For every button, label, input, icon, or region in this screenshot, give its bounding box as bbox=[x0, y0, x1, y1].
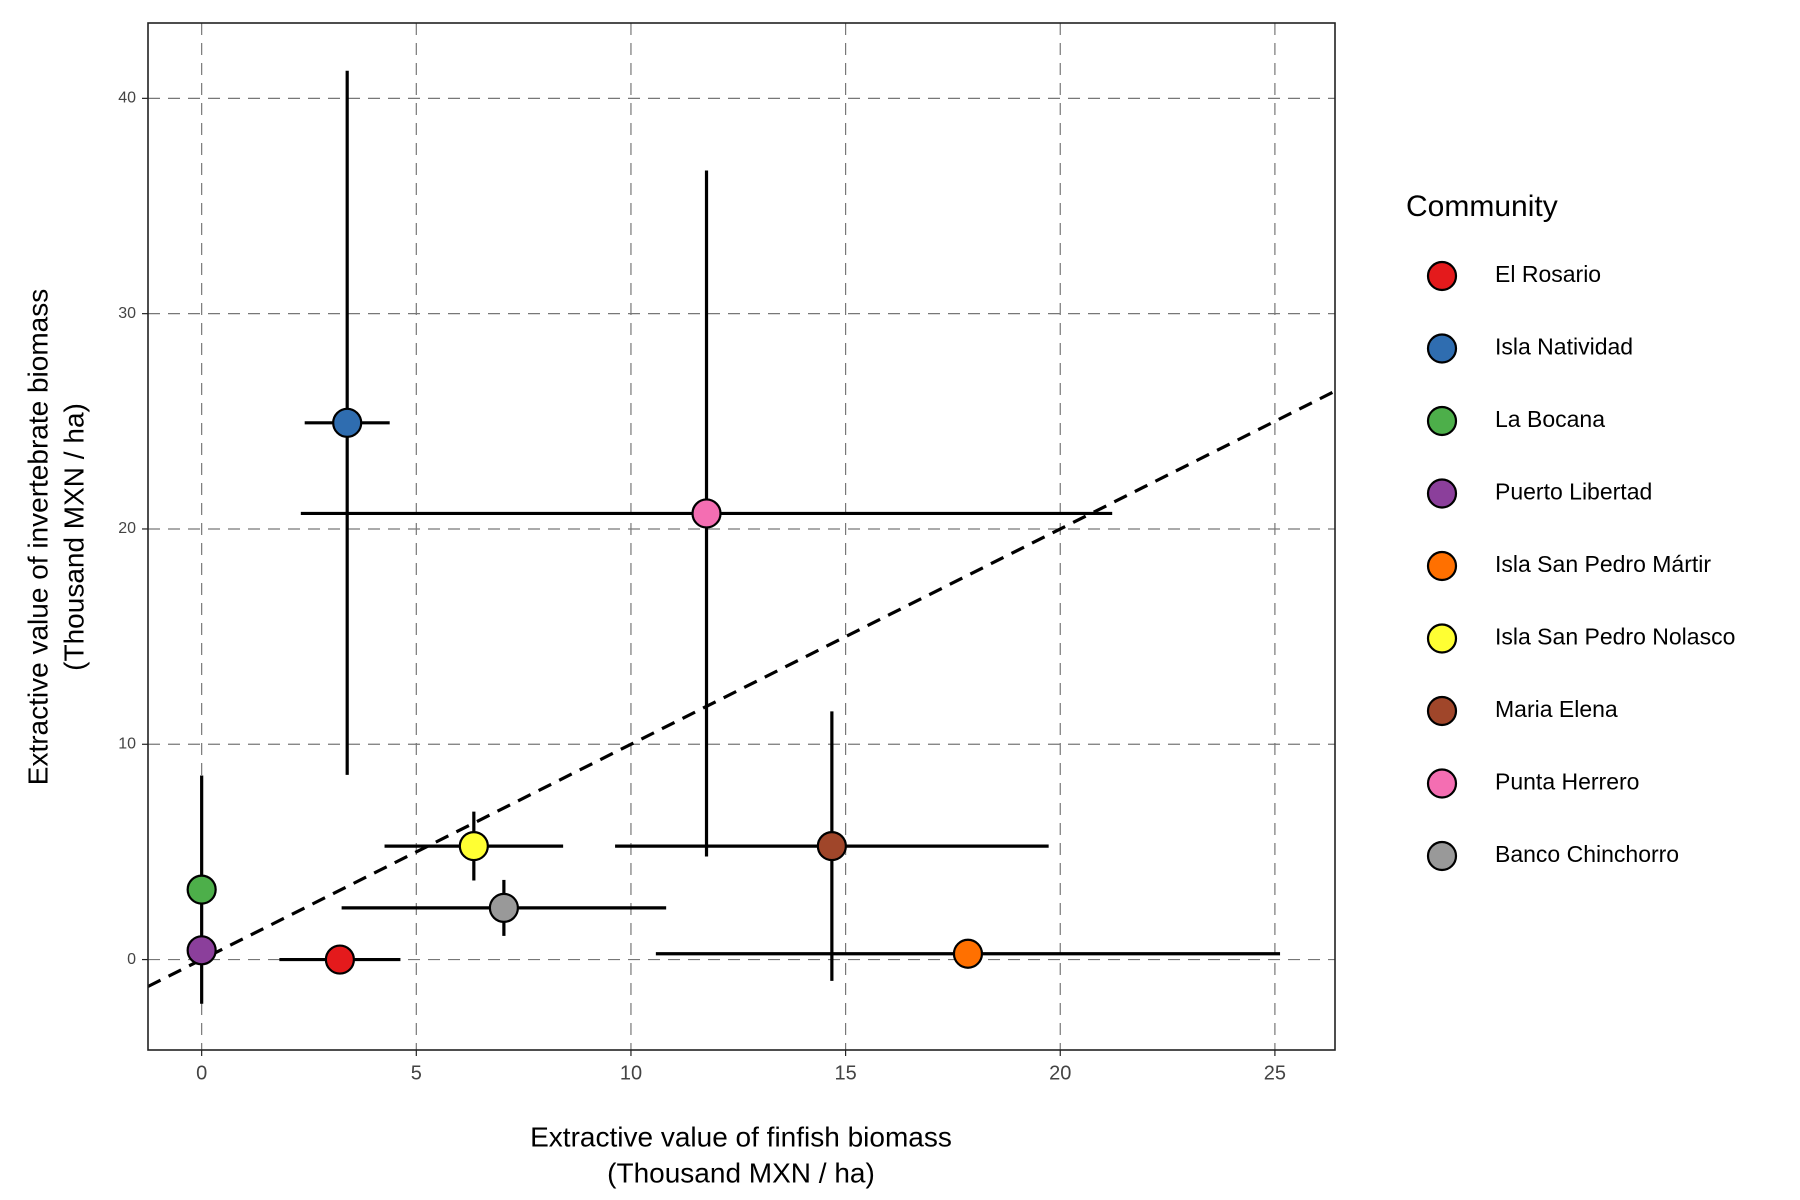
point bbox=[691, 498, 722, 529]
x-tick-label: 20 bbox=[1049, 1062, 1071, 1084]
point bbox=[324, 944, 355, 975]
point bbox=[332, 407, 363, 438]
legend-swatch bbox=[1426, 405, 1458, 437]
legend-label: Isla San Pedro Mártir bbox=[1495, 551, 1711, 577]
point bbox=[816, 831, 847, 862]
point bbox=[952, 938, 984, 969]
y-tick-label: 30 bbox=[118, 305, 136, 322]
y-tick-label: 40 bbox=[118, 90, 136, 107]
legend-swatch bbox=[1426, 260, 1458, 292]
point bbox=[458, 831, 489, 862]
legend-swatch bbox=[1426, 333, 1458, 364]
x-tick-label: 15 bbox=[834, 1062, 856, 1084]
plot-frame bbox=[147, 22, 1336, 1051]
point bbox=[488, 892, 519, 923]
point bbox=[186, 874, 217, 905]
legend-label: Isla Natividad bbox=[1495, 334, 1633, 360]
legend-label: Punta Herrero bbox=[1495, 769, 1639, 795]
legend-label: Banco Chinchorro bbox=[1495, 841, 1679, 867]
legend-label: El Rosario bbox=[1495, 261, 1601, 287]
legend-label: La Bocana bbox=[1495, 406, 1605, 432]
legend-swatch bbox=[1426, 550, 1458, 582]
legend-label: Isla San Pedro Nolasco bbox=[1495, 624, 1735, 650]
x-axis-label: Extractive value of finfish biomass bbox=[530, 1121, 952, 1152]
y-tick-label: 0 bbox=[127, 951, 136, 968]
x-tick-label: 0 bbox=[196, 1062, 207, 1084]
x-tick-label: 25 bbox=[1264, 1062, 1286, 1084]
point bbox=[186, 935, 217, 966]
legend-swatch bbox=[1426, 768, 1458, 799]
y-axis-label: (Thousand MXN / ha) bbox=[58, 403, 89, 671]
x-tick-label: 10 bbox=[620, 1062, 642, 1084]
plot-marks bbox=[148, 70, 1335, 1004]
x-tick-label: 5 bbox=[411, 1062, 422, 1084]
reference-line bbox=[148, 389, 1335, 988]
y-axis-label: Extractive value of invertebrate biomass bbox=[22, 289, 53, 785]
legend-swatch bbox=[1426, 840, 1458, 872]
legend-label: Maria Elena bbox=[1495, 696, 1618, 722]
legend: El Rosario Isla Natividad La Bocana Puerto … bbox=[1426, 260, 1735, 872]
legend-swatch bbox=[1426, 478, 1458, 509]
legend-swatch bbox=[1426, 623, 1458, 654]
y-tick-label: 10 bbox=[118, 735, 136, 752]
x-axis-label: (Thousand MXN / ha) bbox=[607, 1157, 875, 1188]
grid: 0 5 10 15 20 25 0 10 20 30 40 bbox=[118, 23, 1335, 1084]
y-tick-label: 20 bbox=[118, 520, 136, 537]
legend-swatch bbox=[1426, 695, 1458, 727]
legend-title: Community bbox=[1406, 190, 1558, 223]
legend-label: Puerto Libertad bbox=[1495, 479, 1652, 505]
